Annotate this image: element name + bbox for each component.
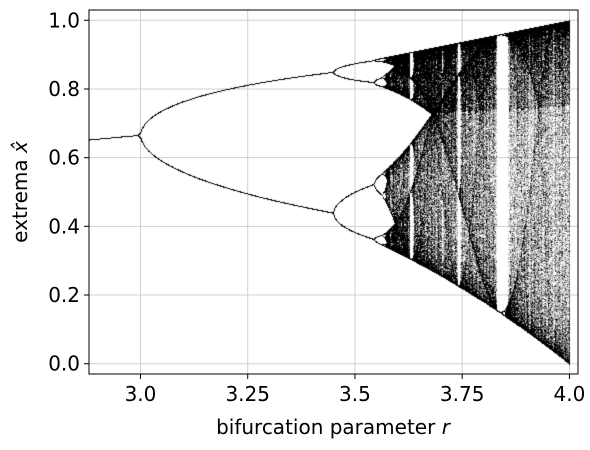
y-axis-label: extrema x̂ [8,141,32,243]
x-axis-label: bifurcation parameter r [216,415,452,439]
y-tick-label: 0.4 [48,214,80,238]
plot-frame [88,9,579,375]
x-tick-label: 3.0 [125,382,157,406]
bifurcation-points [89,10,578,374]
x-axis: 3.0 3.25 3.5 3.75 4.0 [125,374,586,406]
scatter-points [89,10,578,374]
y-axis: 0.0 0.2 0.4 0.6 0.8 1.0 [48,8,89,376]
x-tick-label: 3.25 [225,382,270,406]
y-tick-label: 0.6 [48,146,80,170]
y-tick-label: 0.8 [48,77,80,101]
x-tick-label: 3.5 [339,382,371,406]
y-tick-label: 0.0 [48,352,80,376]
x-tick-label: 3.75 [440,382,485,406]
y-tick-label: 1.0 [48,8,80,32]
y-tick-label: 0.2 [48,283,80,307]
x-tick-label: 4.0 [554,382,586,406]
